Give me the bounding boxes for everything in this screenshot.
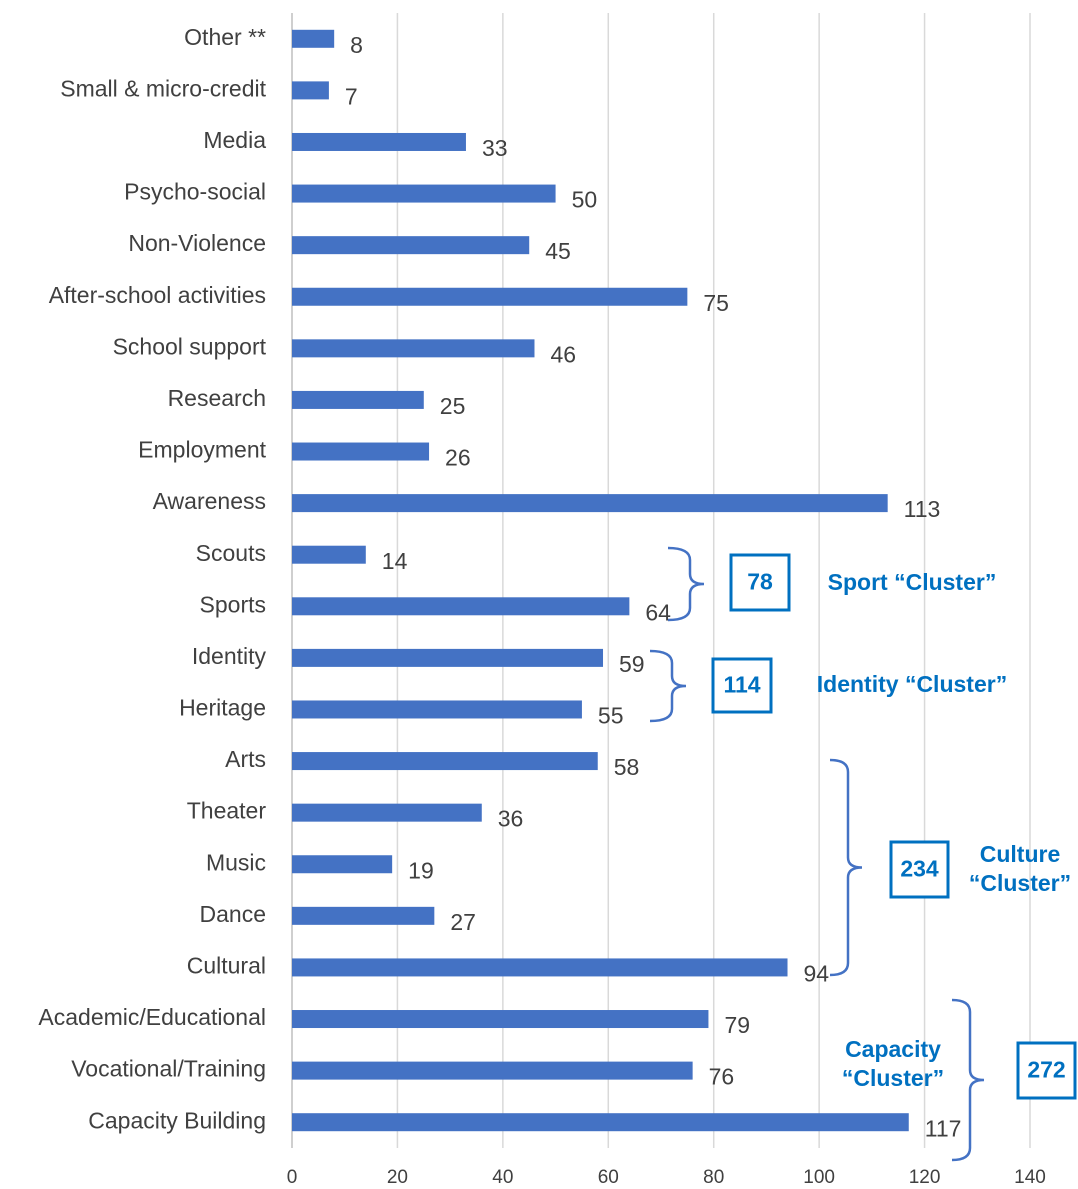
cluster-label: Culture [980,841,1061,867]
value-label: 19 [408,857,434,883]
y-tick-label: Awareness [153,488,266,514]
value-label: 33 [482,135,508,161]
value-label: 75 [703,290,729,316]
y-tick-label: Employment [138,437,266,463]
cluster-label: Identity “Cluster” [817,671,1007,697]
bar [292,803,482,822]
x-tick-label: 80 [703,1167,724,1188]
value-label: 46 [550,341,576,367]
bracket [649,649,687,723]
value-label: 26 [445,445,471,471]
bar [292,958,788,977]
y-tick-label: Other ** [184,24,266,50]
x-tick-label: 0 [287,1167,298,1188]
y-tick-label: Arts [225,746,266,772]
cluster-label: “Cluster” [969,870,1071,896]
bar [292,545,366,564]
cluster-label: Capacity [845,1036,941,1062]
value-label: 27 [450,909,476,935]
cluster-total: 234 [900,856,939,882]
x-tick-label: 60 [598,1167,619,1188]
x-tick-label: 100 [803,1167,835,1188]
y-tick-label: After-school activities [49,282,266,308]
y-tick-label: Psycho-social [124,179,266,205]
bar [292,1061,693,1080]
bar [292,81,329,100]
value-label: 79 [724,1012,750,1038]
value-label: 113 [904,496,941,522]
cluster-label: “Cluster” [842,1065,944,1091]
bar [292,648,604,667]
bar [292,906,435,925]
y-tick-label: Research [168,385,266,411]
y-tick-label: Cultural [187,953,266,979]
value-label: 117 [925,1115,962,1141]
value-label: 45 [545,238,571,264]
bar [292,236,530,255]
y-tick-label: Sports [200,591,266,617]
y-tick-label: Theater [187,798,267,824]
y-tick-label: Academic/Educational [38,1004,266,1030]
cluster-total: 114 [723,672,760,698]
value-label: 8 [350,32,363,58]
value-label: 64 [645,599,671,625]
y-tick-label: Dance [200,901,266,927]
total-box [711,657,773,714]
value-label: 94 [804,961,830,987]
y-tick-label: Heritage [179,695,266,721]
total-box [1016,1041,1077,1100]
bar [292,287,688,306]
cluster-label: Sport “Cluster” [828,569,997,595]
y-tick-label: Media [203,127,266,153]
x-tick-label: 20 [387,1167,408,1188]
value-label: 50 [572,187,598,213]
bar [292,184,556,203]
y-tick-label: School support [113,333,267,359]
bar [292,494,888,513]
bar [292,339,535,358]
value-label: 36 [498,806,524,832]
bar [292,29,335,48]
x-tick-label: 40 [492,1167,513,1188]
bar [292,132,466,151]
value-label: 25 [440,393,466,419]
y-tick-label: Vocational/Training [71,1056,266,1082]
cluster-total: 272 [1027,1057,1065,1083]
y-tick-label: Identity [192,643,267,669]
bracket [951,998,985,1162]
total-box [729,553,791,612]
value-label: 76 [709,1064,735,1090]
bar [292,700,582,719]
value-label: 7 [345,83,358,109]
bracket [667,546,705,622]
bar [292,752,598,771]
bar [292,855,393,874]
bar [292,390,424,409]
x-tick-label: 120 [909,1167,941,1188]
y-tick-label: Non-Violence [128,230,266,256]
total-box [889,840,950,899]
bar [292,442,430,461]
bracket [829,758,863,977]
value-label: 55 [598,703,624,729]
value-label: 14 [382,548,408,574]
bar [292,1010,709,1029]
x-tick-label: 140 [1014,1167,1046,1188]
cluster-total: 78 [747,569,773,595]
value-label: 58 [614,754,640,780]
y-tick-label: Scouts [196,540,266,566]
bar [292,597,630,616]
y-tick-label: Music [206,849,266,875]
y-tick-label: Small & micro-credit [60,75,266,101]
y-tick-label: Capacity Building [88,1107,266,1133]
bar [292,1113,909,1132]
value-label: 59 [619,651,645,677]
